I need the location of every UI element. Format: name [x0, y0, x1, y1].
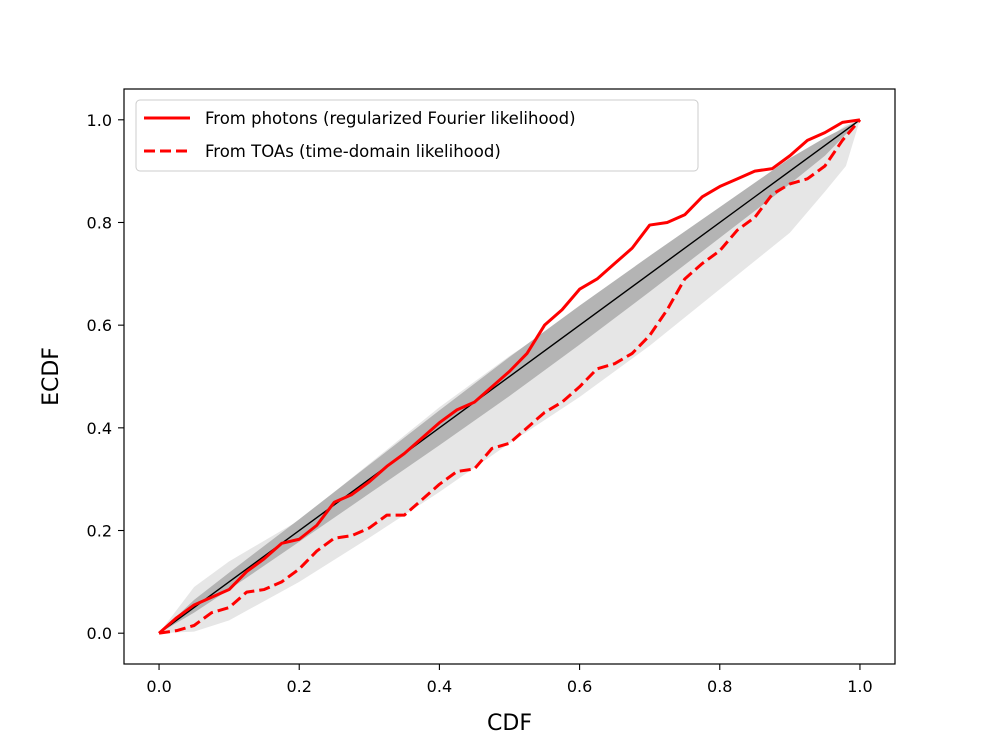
- y-tick-label: 0.0: [87, 624, 112, 643]
- x-tick-label: 0.0: [146, 677, 171, 696]
- series-line-2: [158, 118, 862, 635]
- x-axis-ticks: 0.0 0.2 0.4 0.6 0.8 1.0: [146, 664, 873, 696]
- reference-line: [158, 119, 861, 634]
- reference-diagonal: [158, 119, 861, 634]
- legend-label-2: From TOAs (time-domain likelihood): [205, 142, 501, 161]
- series-line-1: [158, 118, 861, 635]
- legend: From photons (regularized Fourier likeli…: [135, 99, 699, 172]
- y-axis-ticks: 0.0 0.2 0.4 0.6 0.8 1.0: [87, 111, 124, 643]
- y-tick-label: 0.4: [87, 419, 112, 438]
- y-tick-label: 1.0: [87, 111, 112, 130]
- x-tick-label: 0.4: [427, 677, 452, 696]
- y-axis-title: ECDF: [39, 347, 64, 406]
- y-tick-label: 0.2: [87, 522, 112, 541]
- plot-frame: [123, 88, 896, 665]
- x-tick-label: 0.2: [287, 677, 312, 696]
- x-tick-label: 0.6: [567, 677, 592, 696]
- series-lines: [158, 118, 862, 635]
- x-tick-label: 0.8: [707, 677, 732, 696]
- legend-box: [135, 99, 699, 172]
- legend-label-1: From photons (regularized Fourier likeli…: [205, 109, 576, 128]
- y-tick-label: 0.8: [87, 213, 112, 232]
- x-tick-label: 1.0: [847, 677, 872, 696]
- y-tick-label: 0.6: [87, 316, 112, 335]
- x-axis-title: CDF: [487, 711, 532, 736]
